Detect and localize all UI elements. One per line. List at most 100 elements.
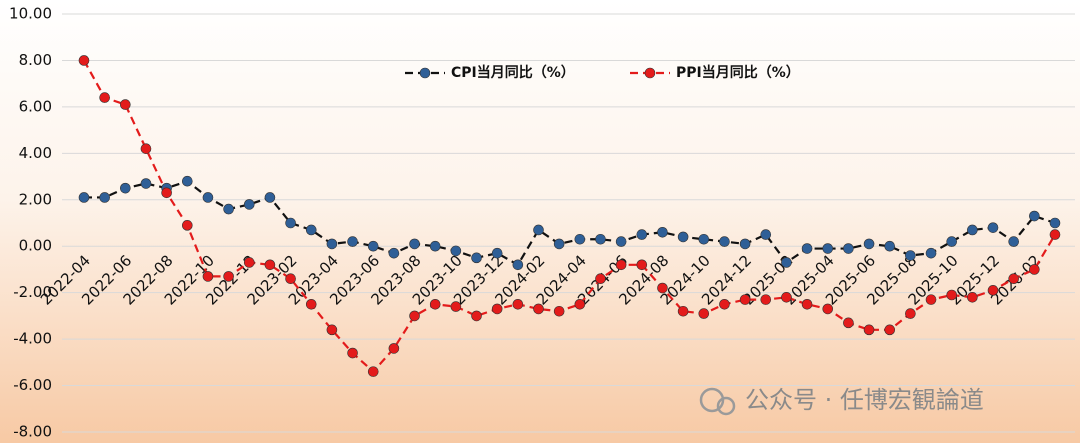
data-point [760,229,772,240]
y-tick-label: 2.00 [19,190,52,208]
data-point [615,259,627,271]
watermark: 公众号 · 任博宏観論道 [699,386,984,416]
data-point [967,292,978,303]
data-point [388,247,400,259]
data-point [533,303,544,315]
data-point [553,305,565,317]
data-point [491,303,503,315]
y-tick-label: 8.00 [19,51,52,69]
data-point [822,303,834,315]
data-point [223,271,234,282]
data-point [801,298,813,310]
data-point [285,273,296,285]
data-point [719,236,730,247]
data-point [615,236,627,247]
data-point [739,238,751,250]
y-tick-label: -4.00 [13,330,52,348]
data-point [120,99,131,110]
data-point [905,250,916,261]
data-point [636,259,648,271]
data-point [471,310,482,322]
data-point [781,292,792,303]
data-point [698,308,710,319]
data-point [781,257,792,268]
data-point [533,224,544,236]
legend-label: CPI当月同比（%） [451,64,575,81]
data-point [512,259,524,271]
data-point [181,220,193,231]
data-point [99,192,110,203]
data-point [326,238,338,250]
data-point [595,273,606,285]
data-point [450,245,462,257]
data-point [243,199,255,210]
data-point [946,289,958,301]
data-point [450,301,462,312]
data-point [99,92,110,103]
data-point [905,308,916,319]
data-point [1008,236,1019,247]
data-point [553,238,565,250]
data-point [140,178,152,189]
data-point [987,285,999,296]
data-point [863,324,875,336]
data-point [388,343,400,354]
data-point [946,236,958,247]
data-point [925,294,937,305]
data-point [181,175,193,187]
data-point [719,298,730,310]
data-point [429,298,441,310]
data-point [884,324,896,336]
data-point [1029,210,1040,222]
y-tick-label: -2.00 [13,283,52,301]
data-point [822,243,834,254]
legend-label: PPI当月同比（%） [676,64,800,81]
data-point [223,203,234,215]
data-point [202,271,214,282]
data-point [636,229,648,240]
data-point [1049,229,1061,240]
data-point [843,243,854,254]
data-point [801,243,813,254]
data-point [760,294,772,305]
data-point [161,187,172,199]
data-point [347,347,358,359]
data-point [471,252,482,264]
y-tick-label: 6.00 [19,97,52,115]
data-point [1049,217,1061,229]
data-point [367,240,379,252]
data-point [657,226,668,238]
watermark-text: 公众号 · 任博宏観論道 [745,386,984,414]
data-point [305,224,317,236]
data-point [202,192,214,203]
data-point [698,233,710,245]
data-point [1029,264,1040,275]
data-point [78,55,90,66]
data-point [326,324,338,336]
data-point [78,192,90,203]
data-point [512,298,524,310]
data-point [843,317,854,329]
y-tick-label: 10.00 [9,5,52,23]
data-point [1008,273,1019,285]
legend-marker [644,67,656,79]
data-point [305,298,317,310]
data-point [429,240,441,252]
data-point [884,240,896,252]
data-point [677,231,689,243]
data-point [657,282,668,294]
data-point [409,310,420,322]
data-point [140,143,152,154]
data-point [739,294,751,305]
y-tick-label: -6.00 [13,376,52,394]
y-tick-label: -8.00 [13,423,52,441]
data-point [347,236,358,247]
data-point [574,298,586,310]
series-line [83,59,1056,374]
data-point [967,224,978,236]
y-tick-label: 0.00 [19,237,52,255]
data-point [285,217,296,229]
data-point [987,222,999,233]
